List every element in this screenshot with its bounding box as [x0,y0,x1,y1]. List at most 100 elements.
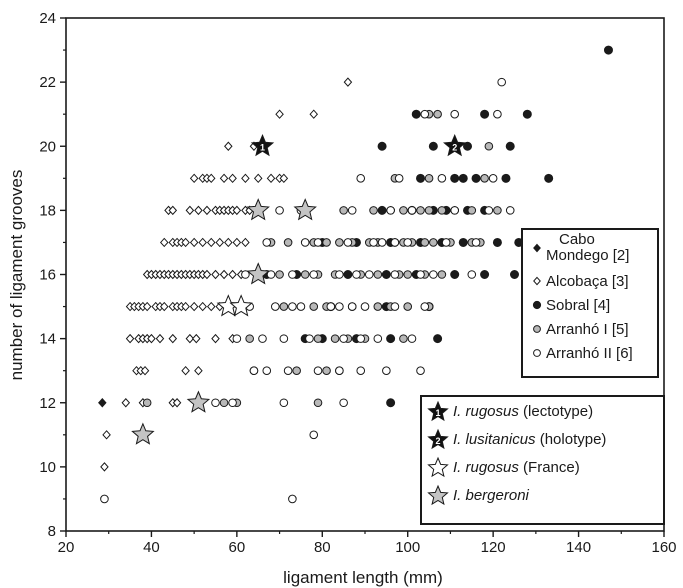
data-point [369,238,378,247]
data-point [343,77,353,87]
specimen-star [229,294,253,317]
specimen-number: 2 [435,436,440,446]
specimen-star [443,133,467,157]
data-point [493,206,502,215]
legend-label: Arranhó I [5] [546,321,629,338]
specimen-number: 2 [452,142,457,152]
legend-marker [533,349,541,357]
data-point [279,398,289,408]
data-point [168,205,178,216]
data-point [463,141,473,151]
data-point [339,334,348,343]
data-point [288,494,297,504]
data-point [181,301,190,312]
data-point [185,333,195,344]
data-point [467,270,477,279]
data-point [98,398,107,408]
data-point [403,238,413,247]
data-point [373,270,383,279]
data-point [330,334,340,343]
data-point [386,206,395,215]
legend-star [427,484,449,506]
legend-species: I. rugosus [453,403,519,420]
data-point [181,365,190,376]
data-point [386,334,396,344]
data-point [326,302,336,311]
data-point [241,237,250,248]
data-point [382,366,391,375]
data-point [219,269,229,280]
data-point [322,366,331,375]
data-point [373,334,383,343]
data-point [399,334,408,343]
data-point [292,366,301,375]
data-point [189,237,199,248]
data-point [271,302,280,311]
data-point [159,301,169,312]
legend-label: Cabo [559,231,595,248]
data-point [505,206,515,215]
data-point [497,77,506,87]
data-point [279,173,289,184]
legend-label: Alcobaça [3] [546,273,629,290]
data-point [283,238,293,247]
specimen-number: 1 [260,142,265,152]
data-point [335,238,344,247]
data-point [245,334,254,343]
y-tick-label: 24 [39,10,56,27]
data-point [484,141,494,151]
data-point [258,334,267,343]
data-point [206,237,216,248]
data-point [185,205,195,216]
data-point [510,270,519,279]
legend-label: I. bergeroni [453,487,530,504]
legend-species: I. bergeroni [453,487,530,504]
data-point [241,270,250,279]
data-point [420,238,430,247]
data-point [215,237,225,248]
legend-star [427,456,449,478]
legend-label: Mondego [2] [546,247,629,264]
data-point [232,237,242,248]
specimen-number: 1 [435,408,440,418]
legend-box [521,228,659,378]
data-point [275,270,284,279]
data-point [480,109,490,119]
data-point [416,366,425,375]
data-point [211,269,220,280]
y-tick-label: 10 [39,459,56,476]
data-point [262,238,272,247]
legend-box [420,395,665,525]
data-point [275,206,284,215]
data-point [228,269,237,280]
data-point [155,333,165,344]
legend-label: I. rugosus (lectotype) [453,403,593,420]
data-point [288,270,297,279]
data-point [309,270,319,279]
data-point [232,205,242,216]
data-point [458,173,468,183]
legend-star [427,428,449,450]
data-point [480,270,490,279]
data-point [313,334,323,343]
data-point [364,270,374,279]
data-point [369,206,378,215]
y-tick-label: 16 [39,267,56,284]
data-point [198,301,207,312]
data-point [488,174,498,183]
data-point [458,237,468,247]
data-point [467,206,477,215]
data-point [189,301,199,312]
data-point [206,301,216,312]
data-point [424,206,434,215]
data-point [202,205,212,216]
x-tick-label: 140 [566,539,591,556]
data-point [433,109,442,119]
data-point [309,302,319,311]
data-point [206,173,216,184]
legend-marker [533,325,541,333]
x-tick-label: 100 [395,539,420,556]
data-point [394,174,404,183]
